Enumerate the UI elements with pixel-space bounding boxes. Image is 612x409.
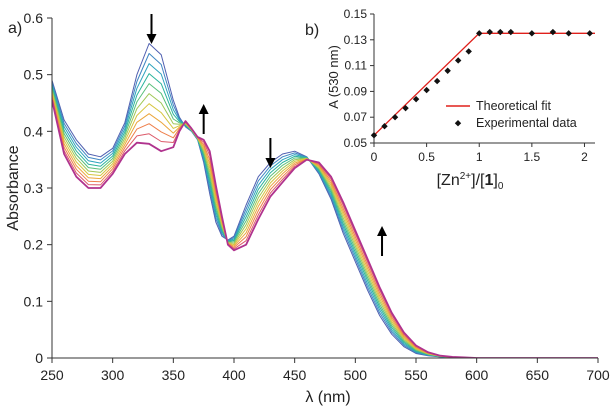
- inset-x-tick-label: 1: [476, 150, 483, 164]
- spectra-curves: [52, 43, 598, 358]
- experimental-data-point: [454, 57, 462, 64]
- inset-x-tick-label: 0: [371, 150, 378, 164]
- spectrum-curve-11: [52, 100, 598, 358]
- arrow-down-icon: [146, 14, 157, 44]
- main-x-tick-label: 600: [465, 367, 489, 383]
- inset-xlabel-sub: 0: [498, 181, 504, 192]
- experimental-data-point: [444, 67, 451, 74]
- main-x-tick-label: 450: [283, 367, 307, 383]
- inset-axes: 0 0.5 1 1.5 2 0.05 0.07 0.09 0.11 0.13 0.15: [344, 7, 595, 164]
- experimental-data-point: [423, 86, 430, 94]
- main-y-tick-label: 0.1: [24, 293, 44, 309]
- inset-legend: Theoretical fit Experimental data: [446, 99, 577, 130]
- main-y-tick-label: 0.6: [24, 10, 44, 26]
- spectrum-curve-7: [52, 92, 598, 358]
- main-y-tick-label: 0.3: [24, 180, 44, 196]
- inset-x-tick-label: 2: [581, 150, 588, 164]
- experimental-data-point: [586, 30, 593, 37]
- inset-xlabel-post: ]: [493, 172, 497, 189]
- panel-a-label: a): [8, 20, 22, 37]
- experimental-data-point: [528, 30, 536, 37]
- inset-x-tick-label: 0.5: [418, 150, 435, 164]
- arrow-down-icon: [265, 138, 276, 168]
- spectrum-curve-2: [52, 53, 598, 358]
- inset-background: [370, 6, 605, 184]
- spectrum-curve-6: [52, 90, 598, 358]
- arrow-head: [377, 226, 388, 236]
- experimental-data-point: [476, 30, 483, 37]
- experimental-data-point: [433, 77, 441, 85]
- main-x-tick-label: 500: [344, 367, 368, 383]
- spectrum-curve-3: [52, 63, 598, 358]
- main-x-tick-label: 700: [586, 367, 610, 383]
- experimental-data-point: [412, 95, 420, 103]
- spectrum-curve-1: [52, 43, 598, 358]
- spectrum-curve-9: [52, 96, 598, 358]
- inset-x-axis-title: [Zn2+]/[1]0: [437, 171, 504, 192]
- experimental-data-point: [497, 28, 504, 36]
- main-x-axis-title: λ (nm): [305, 389, 350, 406]
- inset-y-tick-label: 0.11: [345, 59, 368, 73]
- spectrum-curve-8: [52, 94, 598, 358]
- arrow-head: [198, 104, 209, 114]
- experimental-data-point: [391, 114, 399, 121]
- main-x-tick-label: 550: [404, 367, 428, 383]
- main-x-tick-label: 250: [40, 367, 64, 383]
- arrow-head: [146, 34, 157, 44]
- inset-x-tick-label: 1.5: [524, 150, 541, 164]
- spectrum-curve-4: [52, 73, 598, 358]
- main-y-tick-label: 0.2: [24, 237, 44, 253]
- main-y-tick-label: 0.5: [24, 67, 44, 83]
- main-x-tick-label: 400: [222, 367, 246, 383]
- inset-y-axis-title: A (530 nm): [326, 45, 341, 109]
- main-spectra-panel: a) 250 300 350 400 450 500 550 600 650 700 0 0.1 0.2…: [5, 10, 610, 406]
- inset-titration-panel: b) 0 0.5 1 1.5 2 0.05 0.07 0.09 0.11 0.13 0.15 A (…: [305, 6, 605, 192]
- arrow-head: [265, 158, 276, 168]
- inset-y-tick-label: 0.13: [344, 33, 368, 47]
- inset-xlabel-pre: [Zn: [437, 172, 460, 189]
- legend-data-marker: [454, 120, 462, 127]
- main-y-axis-title: Absorbance: [5, 145, 22, 230]
- inset-series: [370, 28, 595, 139]
- legend-data-label: Experimental data: [476, 116, 577, 130]
- spectral-change-arrows: [146, 14, 388, 256]
- main-axes: 250 300 350 400 450 500 550 600 650 700 0 0.1 0.2 0.3…: [24, 10, 610, 383]
- panel-b-label: b): [305, 22, 319, 39]
- experimental-data-point: [486, 28, 493, 36]
- main-x-tick-label: 350: [162, 367, 186, 383]
- arrow-up-icon: [377, 226, 388, 256]
- experimental-data-point: [402, 104, 409, 112]
- experimental-data-point: [370, 132, 378, 139]
- inset-y-tick-label: 0.07: [344, 110, 368, 124]
- experimental-data-point: [565, 30, 572, 37]
- inset-xlabel-sup: 2+: [460, 171, 472, 182]
- inset-xlabel-mid: ]/[: [471, 172, 485, 189]
- inset-xlabel-bold: 1: [484, 172, 493, 189]
- experimental-data-point: [381, 123, 388, 130]
- inset-y-tick-label: 0.05: [344, 136, 368, 150]
- main-y-tick-label: 0: [35, 350, 43, 366]
- spectrum-curve-5: [52, 83, 598, 358]
- inset-y-tick-label: 0.15: [344, 7, 368, 21]
- experimental-data-point: [507, 28, 515, 36]
- main-x-tick-label: 650: [526, 367, 550, 383]
- arrow-up-icon: [198, 104, 209, 134]
- main-y-tick-label: 0.4: [24, 123, 44, 139]
- main-x-tick-label: 300: [101, 367, 125, 383]
- inset-y-tick-label: 0.09: [344, 84, 368, 98]
- experimental-data-point: [549, 28, 557, 36]
- legend-fit-label: Theoretical fit: [476, 99, 552, 113]
- experimental-data-point: [465, 48, 472, 55]
